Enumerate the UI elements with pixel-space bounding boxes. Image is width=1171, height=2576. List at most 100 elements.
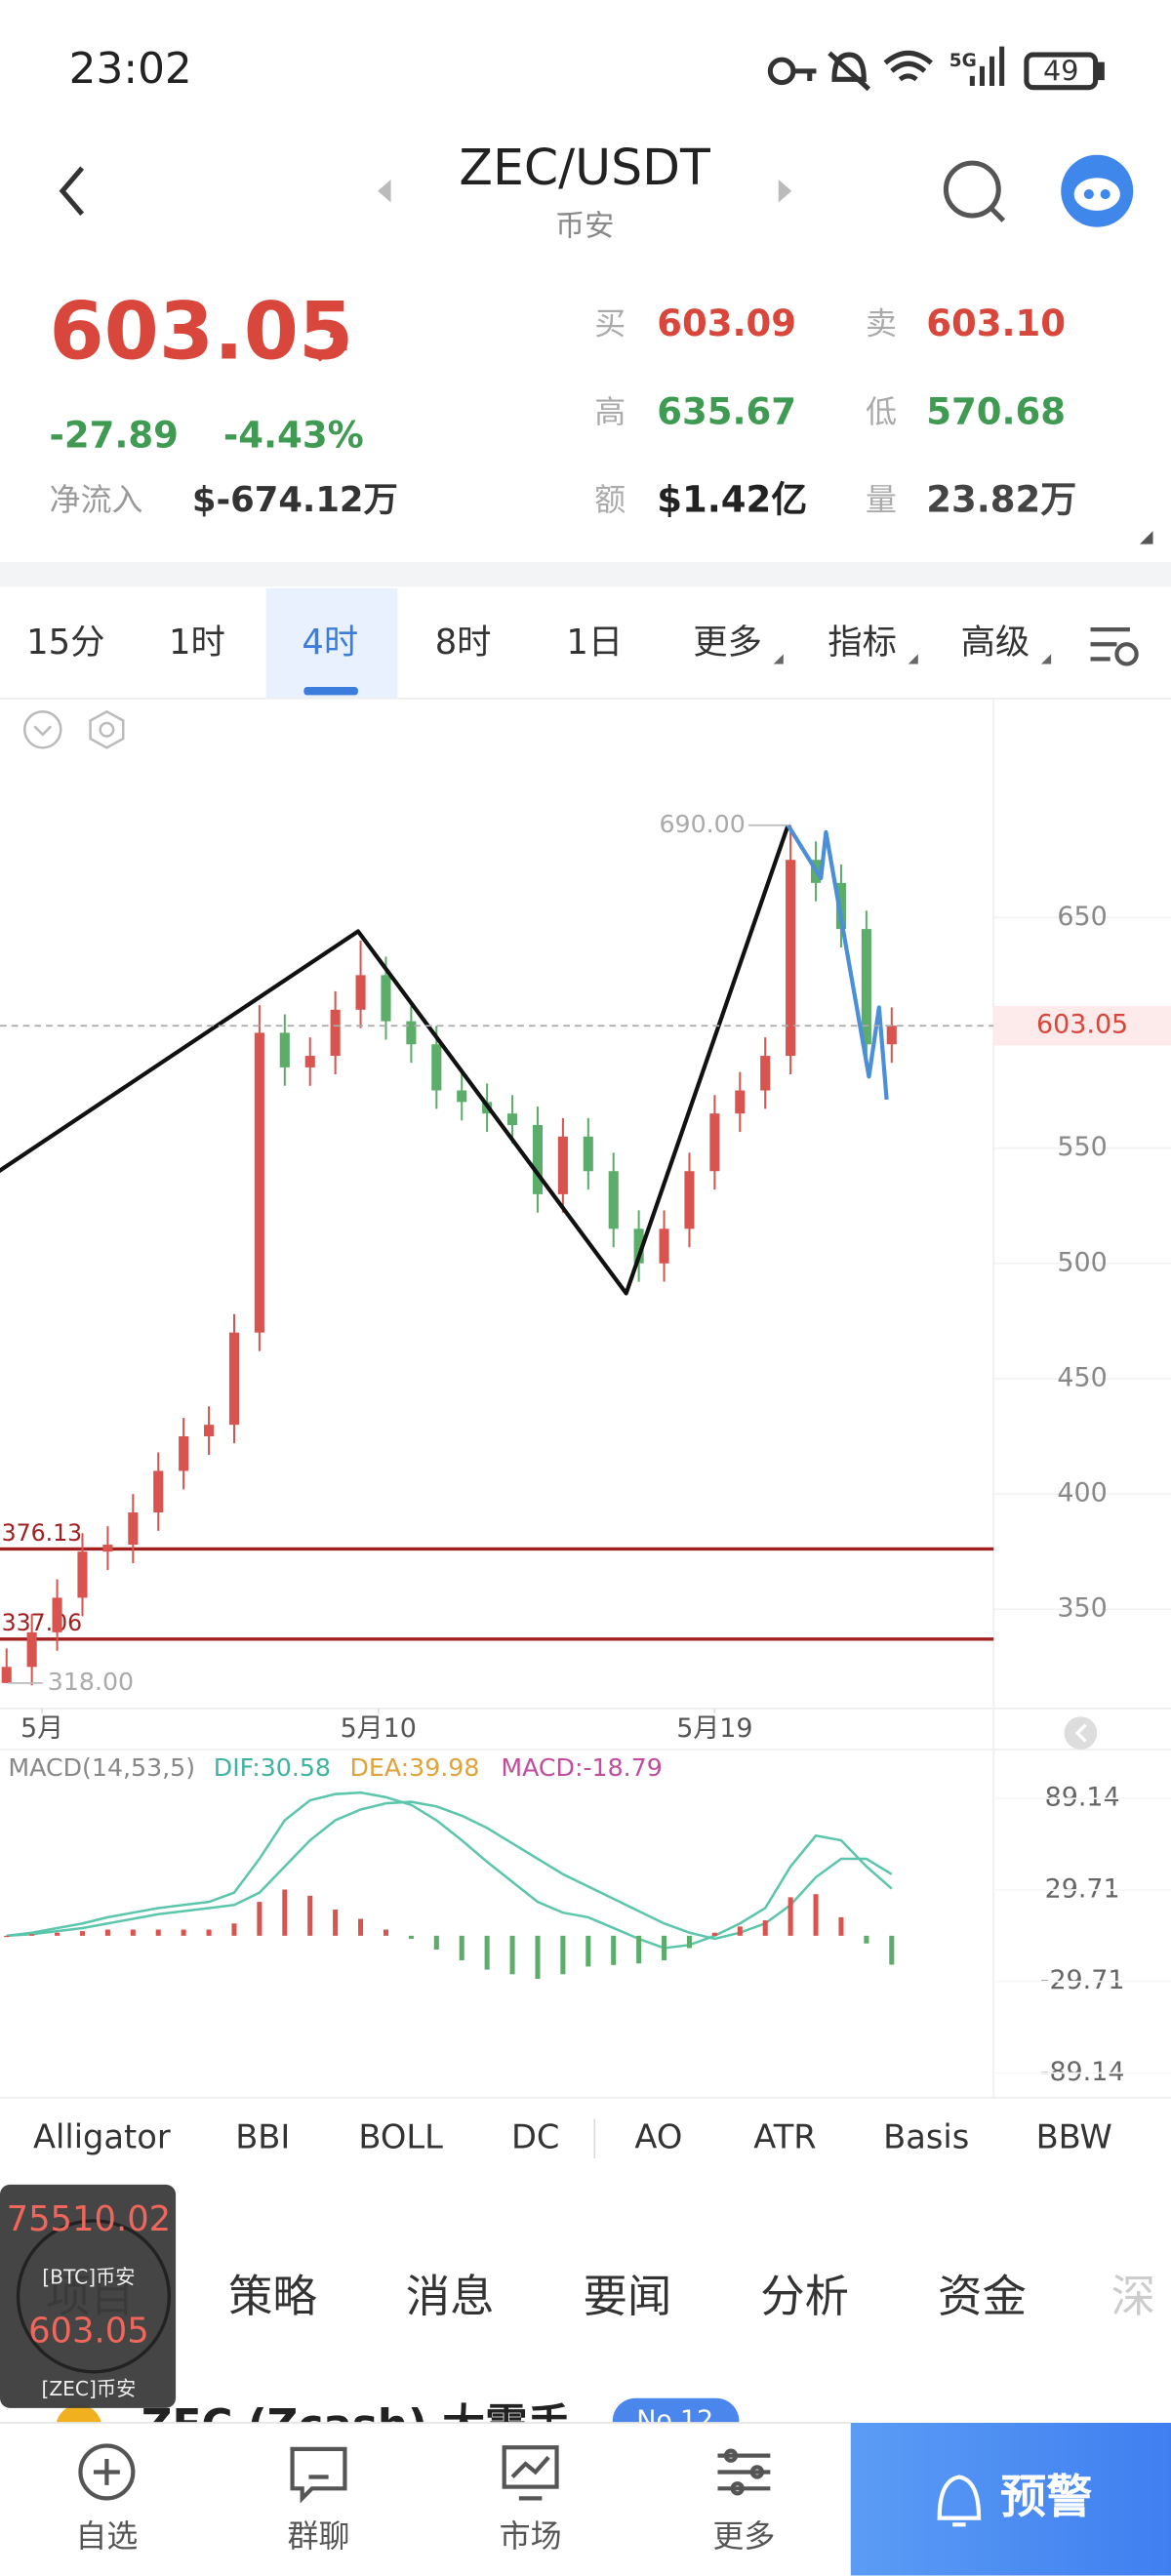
candle-body: [431, 1044, 442, 1091]
legend-entry: MACD:-18.79: [501, 1753, 663, 1782]
macd-bar: [79, 1931, 86, 1936]
interval-tab[interactable]: 15分: [26, 623, 104, 663]
macd-bar: [130, 1929, 136, 1936]
macd-bar: [459, 1935, 464, 1961]
quote-value: 603.09: [657, 302, 796, 344]
candle-body: [735, 1090, 746, 1114]
candle-body: [507, 1113, 518, 1125]
quote-value: 635.67: [657, 390, 796, 432]
indicator-tab[interactable]: BBW: [1036, 2117, 1112, 2155]
quote-value: 23.82万: [926, 478, 1076, 520]
candle-body: [633, 1228, 644, 1264]
candle-body: [406, 1021, 417, 1045]
macd-bar: [686, 1935, 692, 1949]
legend-entry: DEA:39.98: [349, 1753, 479, 1782]
quote-label: 量: [866, 481, 897, 518]
candle-body: [254, 1032, 264, 1333]
interval-tab[interactable]: 指标: [828, 623, 897, 663]
interval-underline: [303, 687, 358, 696]
candle-body: [457, 1090, 467, 1103]
y-tick-label: 500: [1057, 1247, 1107, 1277]
candle-body: [355, 975, 366, 1010]
content-tab[interactable]: 策略: [228, 2271, 317, 2322]
net-inflow: $-674.12万: [192, 480, 398, 520]
content-tab[interactable]: 消息: [406, 2271, 495, 2322]
next-pair[interactable]: [778, 179, 792, 203]
macd-bar: [55, 1932, 61, 1936]
indicator-tab[interactable]: BBI: [235, 2117, 290, 2155]
assistant-avatar[interactable]: [1061, 154, 1134, 227]
macd-bar: [509, 1935, 515, 1975]
y-tick-label: 550: [1057, 1132, 1107, 1162]
scroll-latest[interactable]: [1064, 1716, 1098, 1750]
pair-title: ZEC/USDT: [459, 139, 710, 196]
y-tick-label: 400: [1057, 1478, 1107, 1509]
x-tick-label: 5月: [20, 1713, 63, 1744]
chart-settings[interactable]: [1090, 627, 1139, 666]
news-badge-text: No.12: [636, 2405, 713, 2435]
news-peek: ZEC (Zcash) 大震手 No.12: [56, 2397, 740, 2450]
macd-bar: [383, 1929, 389, 1936]
interval-tab[interactable]: 4时: [302, 623, 358, 663]
macd-bar: [206, 1929, 212, 1936]
content-tab[interactable]: 要闻: [583, 2271, 671, 2322]
macd-bar: [358, 1918, 364, 1936]
candle-body: [279, 1032, 290, 1067]
nav-label[interactable]: 群聊: [288, 2517, 350, 2555]
interval-tab[interactable]: 8时: [435, 623, 492, 663]
last-price-tag: [993, 1006, 1171, 1046]
macd-bar: [838, 1916, 844, 1936]
search-button[interactable]: [943, 160, 1006, 222]
content-tab[interactable]: 资金: [938, 2271, 1027, 2322]
macd-bar: [787, 1897, 793, 1936]
interval-tab[interactable]: 1时: [169, 623, 225, 663]
news-title: ZEC (Zcash) 大震手: [141, 2400, 571, 2450]
nav-label[interactable]: 更多: [712, 2517, 775, 2555]
price-change-pct: -4.43%: [223, 415, 364, 457]
macd-bar: [864, 1935, 869, 1944]
indicator-tab[interactable]: BOLL: [358, 2117, 443, 2155]
interval-tab[interactable]: 更多: [693, 623, 762, 663]
macd-bar: [257, 1902, 262, 1936]
macd-line: [6, 1791, 893, 1950]
macd-bar: [636, 1935, 642, 1964]
news-badge: [612, 2397, 740, 2423]
status-icons: [767, 46, 1105, 92]
quote-value: 603.10: [926, 302, 1066, 344]
macd-bar: [181, 1929, 186, 1936]
quote-label: 买: [594, 305, 626, 342]
indicator-tab[interactable]: Alligator: [33, 2117, 171, 2155]
x-tick-label: 5月10: [341, 1713, 417, 1744]
separator: [0, 562, 1171, 587]
y-tick-label: 650: [1057, 902, 1107, 932]
macd-bar: [611, 1935, 617, 1965]
candle-body: [1, 1667, 12, 1683]
indicator-tab[interactable]: AO: [634, 2117, 682, 2155]
macd-line: [6, 1800, 893, 1941]
alert-button[interactable]: [850, 2422, 1171, 2576]
content-tab[interactable]: 深: [1111, 2271, 1155, 2322]
back-button[interactable]: [59, 166, 85, 216]
candle-body: [709, 1113, 720, 1172]
interval-tab[interactable]: 高级: [961, 623, 1030, 663]
floating-ticker[interactable]: 75510.02 [BTC]币安 603.05 [ZEC]币安: [0, 2184, 177, 2408]
indicator-tab[interactable]: Basis: [883, 2117, 969, 2155]
candle-body: [77, 1551, 88, 1598]
btc-price: 75510.02: [7, 2199, 172, 2239]
zec-label: [ZEC]币安: [41, 2377, 136, 2400]
content-tab[interactable]: 分析: [760, 2271, 849, 2322]
macd-bar: [282, 1889, 288, 1936]
low-label: 318.00: [48, 1668, 134, 1696]
dropdown-caret: [1041, 654, 1052, 664]
quote-label: 低: [866, 393, 897, 430]
prev-pair[interactable]: [378, 179, 391, 203]
nav-label[interactable]: 自选: [75, 2517, 138, 2555]
candle-body: [557, 1136, 568, 1194]
quote-value: $1.42亿: [657, 478, 807, 520]
nav-label[interactable]: 市场: [500, 2517, 562, 2555]
indicator-tab[interactable]: DC: [511, 2117, 559, 2155]
indicator-tab[interactable]: ATR: [753, 2117, 816, 2155]
interval-tab[interactable]: 1日: [566, 623, 623, 663]
chart-tools[interactable]: [22, 709, 125, 749]
